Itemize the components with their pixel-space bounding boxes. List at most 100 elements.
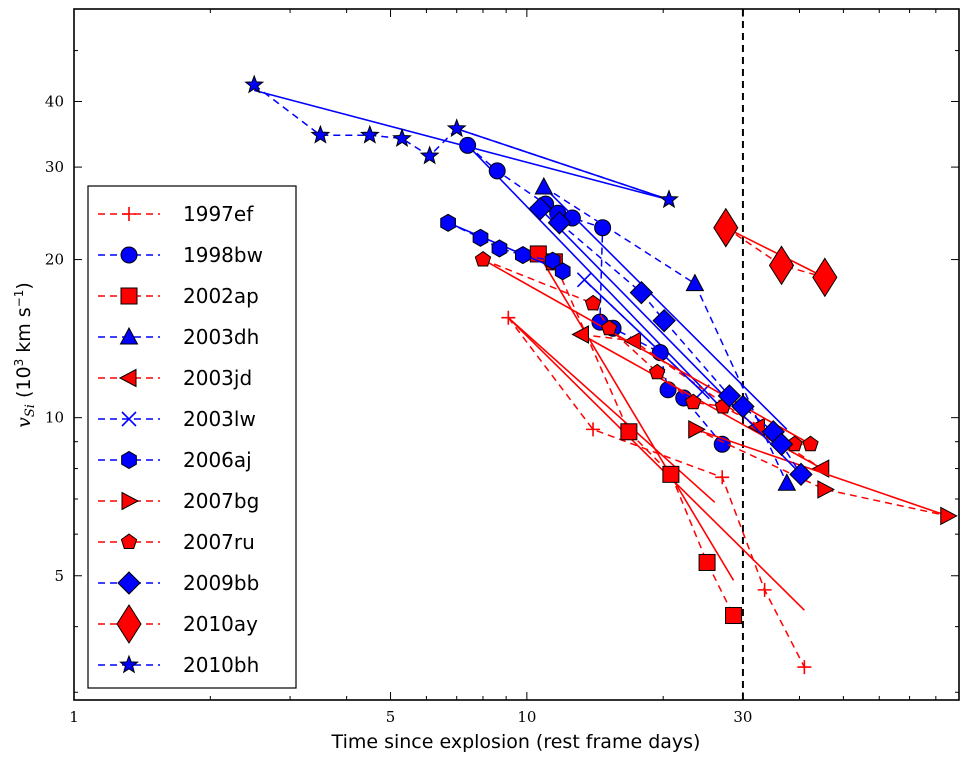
legend: 1997ef 1998bw 2002ap 2003dh 2003jd 2003lw 2006… [87, 185, 297, 689]
data-point-2009bb [629, 280, 654, 305]
data-point-1997ef [715, 470, 730, 485]
legend-label: 2010bh [183, 653, 259, 677]
data-point-2006aj [515, 245, 531, 265]
fit-line-2010ay [725, 226, 826, 279]
y-tick-label: 5 [54, 567, 64, 585]
data-point-1997ef [757, 582, 772, 597]
fit-line-2010bh [456, 127, 670, 201]
y-tick-label: 10 [45, 409, 64, 427]
legend-box [87, 185, 297, 689]
legend-label: 2007ru [183, 530, 255, 554]
series-2010ay [713, 207, 838, 298]
data-point-2006aj [440, 213, 456, 232]
data-point-2003jd [747, 417, 765, 437]
data-point-2010bh [419, 145, 440, 165]
data-point-2010ay [768, 245, 795, 286]
fit-line-2007bg [695, 428, 949, 517]
series-2003lw [576, 272, 710, 400]
legend-item-1997ef: 1997ef [98, 202, 254, 226]
legend-item-2010bh: 2010bh [98, 653, 259, 677]
series-2006aj [440, 213, 571, 281]
data-point-2010bh [392, 128, 412, 147]
legend-item-2006aj: 2006aj [98, 448, 252, 472]
plot-frame [73, 8, 960, 701]
data-point-2007bg [817, 480, 835, 499]
data-point-2009bb [769, 432, 794, 456]
data-point-2007bg [940, 506, 958, 526]
data-point-2010ay [812, 257, 838, 298]
legend-marker-2003dh [119, 326, 139, 345]
x-tick-label: 10 [517, 708, 536, 726]
fit-line-2003lw [583, 279, 703, 393]
data-point-2009bb [789, 462, 813, 487]
fit-line-2007ru [482, 258, 811, 445]
data-point-1998bw [459, 136, 477, 154]
legend-item-1998bw: 1998bw [98, 243, 263, 267]
data-point-2009bb [528, 196, 552, 221]
legend-label: 2003jd [183, 366, 252, 390]
series-2010bh [244, 74, 679, 209]
data-point-2007ru [601, 319, 618, 336]
legend-label: 2002ap [183, 284, 259, 308]
legend-label: 1998bw [183, 243, 263, 267]
legend-item-2002ap: 2002ap [98, 284, 259, 308]
legend-item-2007bg: 2007bg [98, 489, 259, 513]
y-tick-label: 30 [45, 158, 64, 176]
fit-line-2009bb [539, 208, 802, 475]
data-point-2003dh [534, 176, 554, 195]
data-point-2010bh [244, 74, 265, 94]
legend-item-2007ru: 2007ru [98, 530, 255, 554]
series-2009bb [528, 196, 813, 487]
legend-label: 2003dh [183, 325, 259, 349]
series-2007ru [474, 250, 819, 452]
legend-marker-2003lw [121, 411, 137, 427]
fit-line-2003dh [543, 186, 788, 430]
data-point-2003dh [777, 473, 797, 491]
series-line-2010ay [725, 227, 826, 279]
fit-line-2002ap [537, 253, 735, 581]
legend-item-2003dh: 2003dh [98, 325, 259, 349]
data-point-2010ay [713, 207, 739, 248]
y-tick-label: 20 [45, 251, 64, 269]
legend-marker-2002ap [120, 287, 138, 305]
data-point-2009bb [717, 384, 742, 408]
x-tick-label: 1 [69, 708, 79, 726]
legend-marker-2007ru [120, 533, 138, 549]
data-point-2006aj [491, 239, 508, 258]
data-point-2006aj [472, 228, 489, 247]
data-point-2002ap [620, 423, 638, 441]
x-axis-label: Time since explosion (rest frame days) [331, 731, 701, 753]
data-point-1997ef [797, 660, 812, 675]
legend-label: 1997ef [183, 202, 254, 226]
plot-area [244, 9, 958, 700]
data-point-2007ru [685, 393, 702, 410]
fit-line-1998bw [467, 144, 723, 410]
data-point-2010bh [659, 189, 679, 209]
data-point-2006aj [554, 262, 571, 281]
y-tick-label: 40 [45, 92, 64, 110]
data-point-2003dh [685, 273, 705, 292]
legend-marker-1997ef [122, 207, 136, 221]
legend-marker-2009bb [117, 571, 141, 595]
axis-ticks: 1 5 10 30 5 10 20 30 40 [45, 8, 960, 726]
fit-line-1997ef [507, 317, 716, 503]
data-point-2002ap [698, 553, 716, 571]
x-tick-label: 5 [386, 708, 396, 726]
series-1997ef [501, 310, 812, 675]
data-point-2003jd [571, 325, 589, 344]
legend-item-2010ay: 2010ay [98, 604, 258, 644]
series-2007bg [688, 420, 958, 526]
data-point-1997ef [501, 310, 516, 325]
data-point-2003lw [576, 272, 592, 288]
legend-item-2009bb: 2009bb [98, 571, 259, 595]
fit-line-2010bh [254, 89, 670, 201]
data-point-2007ru [584, 294, 602, 311]
data-point-2007ru [802, 435, 819, 452]
data-point-2007ru [474, 250, 492, 267]
data-point-2010bh [359, 124, 380, 144]
series-layer [244, 9, 958, 700]
y-axis-label: vSi(103 km s−1) [12, 282, 38, 428]
legend-label: 2007bg [183, 489, 259, 513]
data-point-2010bh [446, 118, 467, 138]
